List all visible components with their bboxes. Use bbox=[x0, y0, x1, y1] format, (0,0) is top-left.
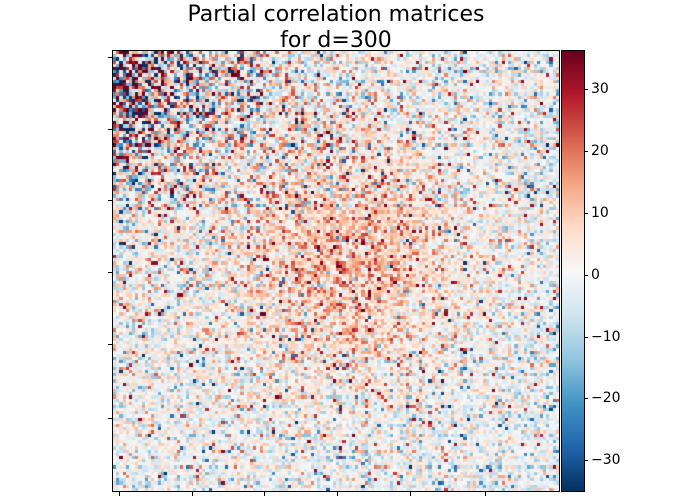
chart-title: Partial correlation matrices for d=300 bbox=[112, 2, 560, 54]
colorbar-tick bbox=[584, 151, 588, 153]
y-tick bbox=[108, 271, 112, 273]
colorbar-tick bbox=[584, 460, 588, 462]
x-tick bbox=[484, 492, 486, 496]
x-tick bbox=[118, 492, 120, 496]
chart-title-line2: for d=300 bbox=[280, 28, 392, 53]
heatmap-axes bbox=[112, 50, 560, 492]
colorbar-tick bbox=[584, 398, 588, 400]
y-tick bbox=[108, 200, 112, 202]
colorbar-tick-label: 0 bbox=[591, 266, 600, 283]
colorbar-tick-label: −20 bbox=[591, 390, 621, 407]
colorbar-tick-label: −10 bbox=[591, 328, 621, 345]
x-tick bbox=[410, 492, 412, 496]
colorbar-tick-label: −30 bbox=[591, 452, 621, 469]
colorbar bbox=[561, 50, 585, 492]
x-tick bbox=[264, 492, 266, 496]
colorbar-tick-label: 30 bbox=[591, 81, 609, 98]
colorbar-tick bbox=[584, 212, 588, 214]
x-tick bbox=[191, 492, 193, 496]
colorbar-tick-label: 10 bbox=[591, 204, 609, 221]
colorbar-tick bbox=[584, 336, 588, 338]
heatmap-image bbox=[113, 51, 559, 491]
colorbar-tick-label: 20 bbox=[591, 143, 609, 160]
y-tick bbox=[108, 128, 112, 130]
y-tick bbox=[108, 417, 112, 419]
colorbar-gradient bbox=[562, 51, 584, 491]
y-tick bbox=[108, 344, 112, 346]
chart-title-line1: Partial correlation matrices bbox=[187, 2, 485, 27]
colorbar-tick bbox=[584, 89, 588, 91]
x-tick bbox=[336, 492, 338, 496]
colorbar-tick bbox=[584, 274, 588, 276]
y-tick bbox=[108, 56, 112, 58]
